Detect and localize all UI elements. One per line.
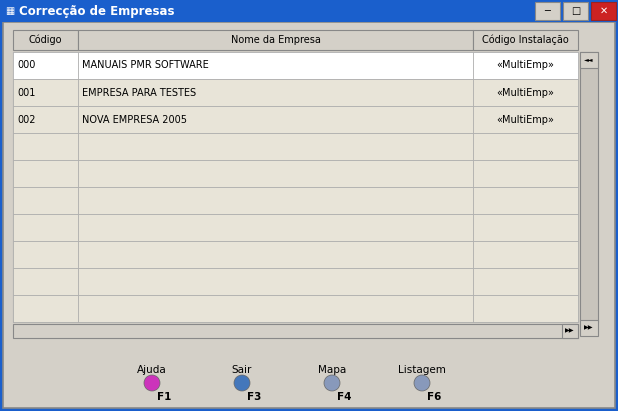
Bar xyxy=(13,160,78,187)
Bar xyxy=(535,2,560,20)
Bar xyxy=(13,187,578,214)
Bar xyxy=(473,241,578,268)
Circle shape xyxy=(144,375,160,391)
Bar xyxy=(580,320,598,336)
Text: □: □ xyxy=(571,6,580,16)
Bar xyxy=(0,0,618,22)
Text: ▶▶: ▶▶ xyxy=(584,326,594,330)
Bar xyxy=(78,241,473,268)
Circle shape xyxy=(414,375,430,391)
Text: NOVA EMPRESA 2005: NOVA EMPRESA 2005 xyxy=(82,115,187,125)
Bar xyxy=(13,160,578,187)
Bar xyxy=(78,52,473,79)
Text: F4: F4 xyxy=(337,392,351,402)
Bar xyxy=(78,133,473,160)
Bar xyxy=(13,79,78,106)
Text: «MultiEmp»: «MultiEmp» xyxy=(496,88,554,97)
Bar xyxy=(473,79,578,106)
Bar xyxy=(78,30,473,50)
Text: Nome da Empresa: Nome da Empresa xyxy=(231,35,321,45)
Bar xyxy=(473,30,578,50)
Bar xyxy=(473,214,578,241)
Bar xyxy=(473,160,578,187)
Bar xyxy=(591,2,616,20)
Text: Código Instalação: Código Instalação xyxy=(482,35,569,45)
Bar xyxy=(13,187,78,214)
Text: ▦: ▦ xyxy=(5,6,14,16)
Text: Correcção de Empresas: Correcção de Empresas xyxy=(19,5,174,18)
Bar xyxy=(78,295,473,322)
Text: «MultiEmp»: «MultiEmp» xyxy=(496,115,554,125)
Circle shape xyxy=(234,375,250,391)
Bar xyxy=(13,79,578,106)
Bar xyxy=(13,30,78,50)
Bar xyxy=(13,52,578,79)
Bar xyxy=(13,214,578,241)
Bar xyxy=(13,133,78,160)
Bar xyxy=(13,241,578,268)
Bar xyxy=(13,52,78,79)
Text: ─: ─ xyxy=(544,6,551,16)
Bar xyxy=(13,214,78,241)
Text: ✕: ✕ xyxy=(599,6,607,16)
Text: F3: F3 xyxy=(247,392,261,402)
Bar xyxy=(78,214,473,241)
Text: ◄◄: ◄◄ xyxy=(584,58,594,62)
Bar xyxy=(13,52,578,322)
Bar xyxy=(78,79,473,106)
Text: Código: Código xyxy=(29,35,62,45)
Bar xyxy=(13,241,78,268)
Bar xyxy=(78,187,473,214)
Bar xyxy=(78,268,473,295)
Bar xyxy=(473,52,578,79)
Text: 000: 000 xyxy=(17,60,35,71)
Bar xyxy=(563,2,588,20)
Bar xyxy=(13,295,578,322)
Text: F1: F1 xyxy=(157,392,171,402)
Text: MANUAIS PMR SOFTWARE: MANUAIS PMR SOFTWARE xyxy=(82,60,209,71)
Bar xyxy=(580,52,598,68)
Text: EMPRESA PARA TESTES: EMPRESA PARA TESTES xyxy=(82,88,196,97)
Text: Listagem: Listagem xyxy=(398,365,446,375)
Bar xyxy=(13,324,578,338)
Text: Ajuda: Ajuda xyxy=(137,365,167,375)
Bar xyxy=(562,324,578,338)
Bar xyxy=(13,268,78,295)
Bar xyxy=(473,268,578,295)
Text: «MultiEmp»: «MultiEmp» xyxy=(496,60,554,71)
Text: ▶▶: ▶▶ xyxy=(565,328,575,333)
Text: Mapa: Mapa xyxy=(318,365,346,375)
Bar xyxy=(78,106,473,133)
Bar xyxy=(473,106,578,133)
Bar xyxy=(13,106,78,133)
Bar xyxy=(580,52,598,322)
Text: Sair: Sair xyxy=(232,365,252,375)
Circle shape xyxy=(324,375,340,391)
Bar xyxy=(473,295,578,322)
Bar xyxy=(13,268,578,295)
Text: 002: 002 xyxy=(17,115,35,125)
Text: F6: F6 xyxy=(427,392,441,402)
Bar xyxy=(13,295,78,322)
Bar xyxy=(473,187,578,214)
Bar xyxy=(13,133,578,160)
Bar xyxy=(78,160,473,187)
Text: 001: 001 xyxy=(17,88,35,97)
Bar xyxy=(473,133,578,160)
Bar xyxy=(13,106,578,133)
